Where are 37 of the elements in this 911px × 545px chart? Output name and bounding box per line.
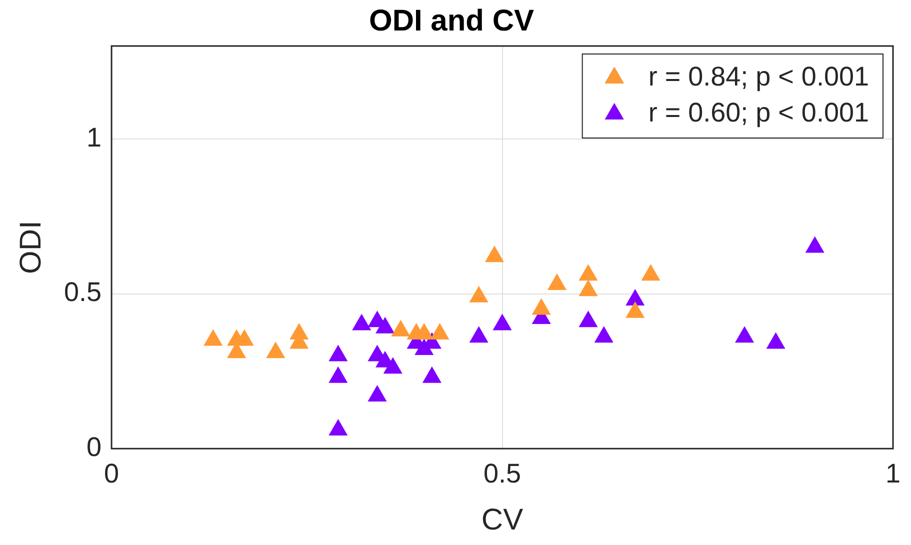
- y-tick-label: 0.5: [64, 277, 102, 308]
- x-tick-label: 1: [885, 458, 901, 488]
- point: [204, 330, 222, 346]
- point: [626, 302, 644, 318]
- point: [352, 314, 371, 330]
- point: [422, 366, 442, 383]
- point: [806, 236, 824, 253]
- point: [329, 366, 348, 383]
- point: [642, 264, 660, 281]
- point: [329, 345, 348, 362]
- point: [735, 326, 754, 343]
- point: [368, 385, 386, 402]
- point: [493, 314, 512, 330]
- point: [766, 332, 785, 349]
- point: [626, 289, 644, 306]
- x-tick-label: 0.5: [483, 458, 522, 488]
- point: [579, 264, 598, 281]
- y-tick-label: 1: [86, 122, 102, 152]
- point: [485, 246, 504, 262]
- x-axis-title: CV: [481, 503, 524, 536]
- point: [470, 286, 488, 302]
- point: [392, 320, 410, 336]
- point: [470, 326, 488, 343]
- point: [579, 311, 598, 328]
- point: [579, 280, 598, 296]
- y-tick-label: 0: [86, 432, 102, 462]
- point: [376, 317, 394, 334]
- point: [532, 298, 550, 315]
- legend-label: r = 0.84; p < 0.001: [648, 61, 870, 92]
- chart-title: ODI and CV: [368, 4, 534, 38]
- point: [594, 326, 614, 343]
- legend-label: r = 0.60; p < 0.001: [648, 97, 870, 128]
- point: [430, 324, 449, 340]
- y-axis-title: ODI: [14, 220, 48, 274]
- point: [329, 420, 348, 436]
- point: [266, 342, 285, 358]
- point: [548, 274, 566, 290]
